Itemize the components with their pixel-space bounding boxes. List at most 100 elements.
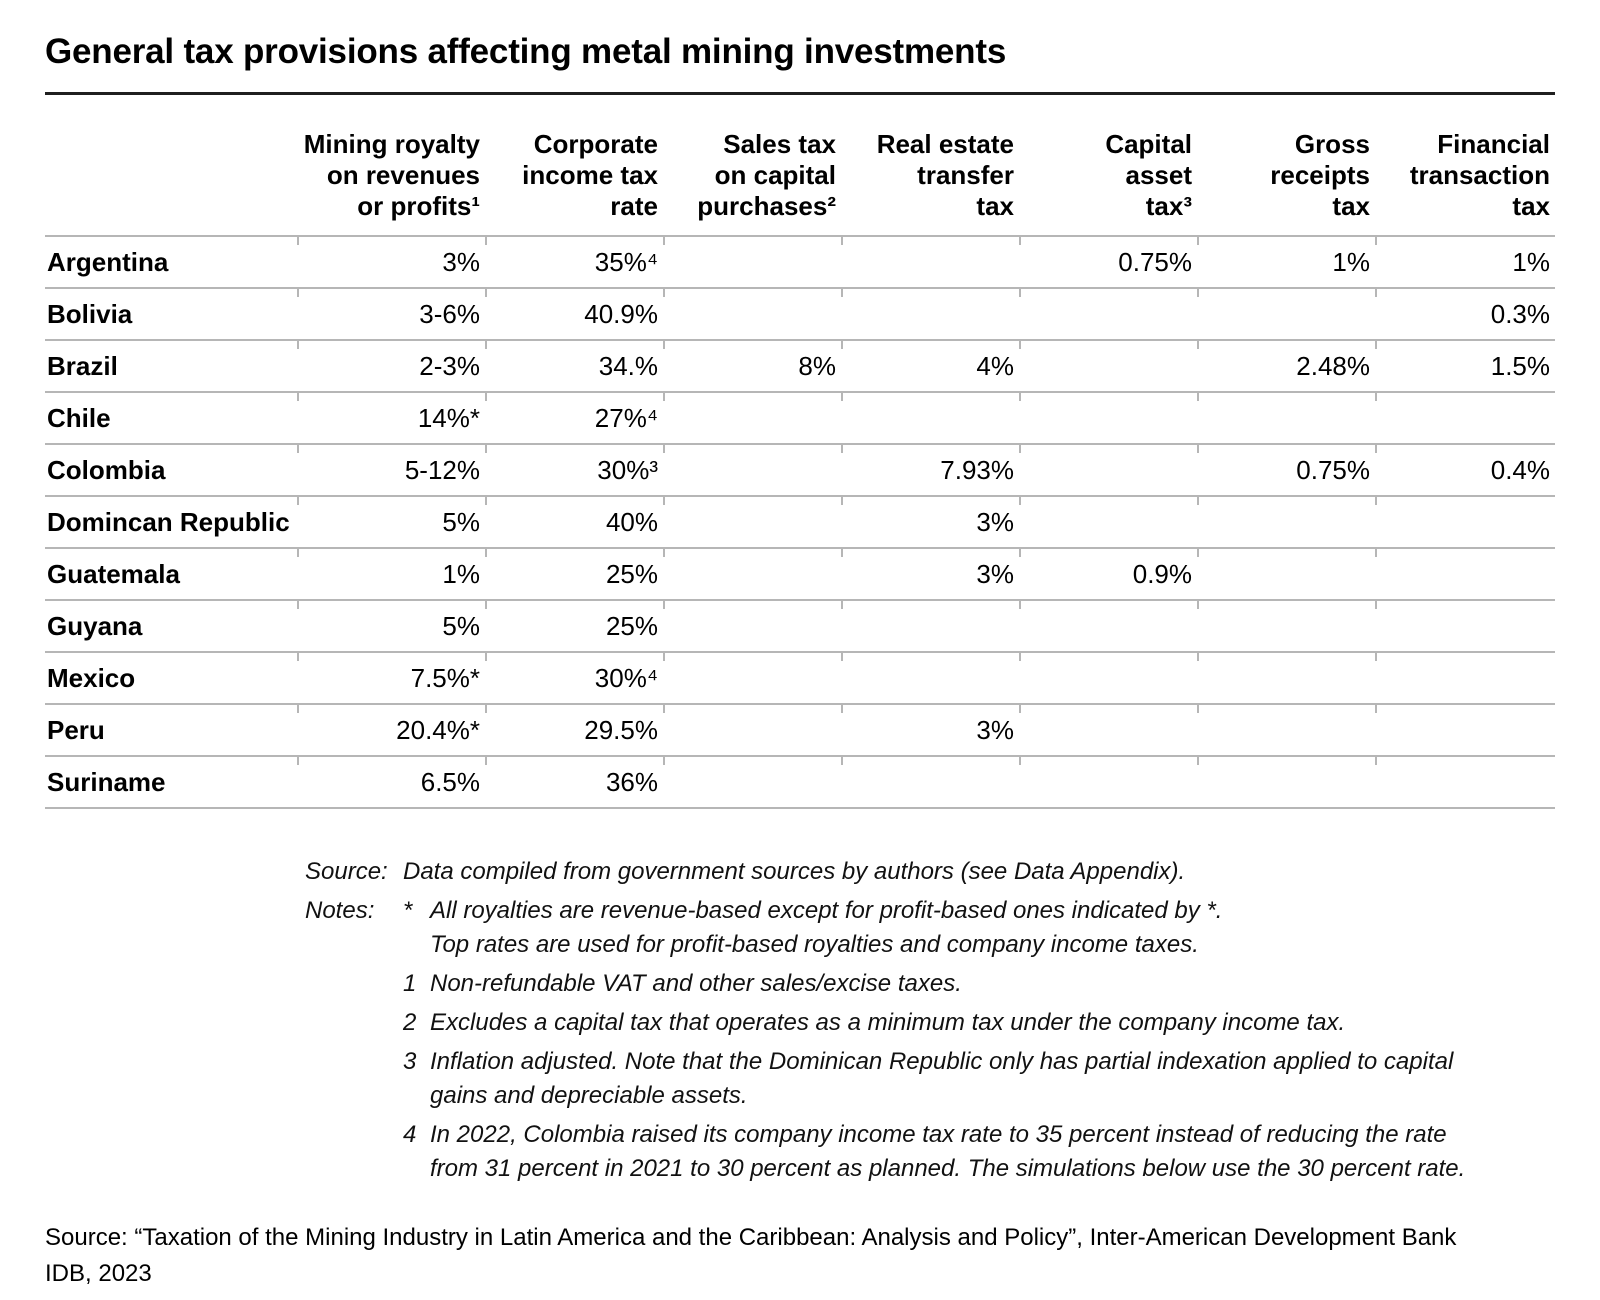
table-cell: 0.9% (1019, 548, 1197, 601)
table-row-domincan-republic: Domincan Republic 5% 40% 3% (45, 496, 1555, 549)
table-cell: 8% (663, 340, 841, 393)
table-cell: 40% (485, 496, 663, 549)
content: General tax provisions affecting metal m… (0, 32, 1600, 1292)
table-cell: 36% (485, 756, 663, 809)
footer-source: Source: “Taxation of the Mining Industry… (45, 1224, 1457, 1287)
table-cell (663, 548, 841, 601)
note-text: All royalties are revenue-based except f… (430, 897, 1223, 958)
note-row-2: 2 Excludes a capital tax that operates a… (305, 1006, 1555, 1040)
table-cell: 2.48% (1197, 340, 1375, 393)
table-cell: 30%⁴ (485, 652, 663, 705)
table-cell (841, 236, 1019, 289)
note-label-spacer (305, 1045, 403, 1113)
table-cell (1375, 704, 1555, 757)
source-row: Source: Data compiled from government so… (305, 855, 1555, 889)
table-cell: 20.4%* (297, 704, 485, 757)
table-cell: 40.9% (485, 288, 663, 341)
table-row-brazil: Brazil 2-3% 34.% 8% 4% 2.48% 1.5% (45, 340, 1555, 393)
table-cell (1375, 548, 1555, 601)
note-marker: 1 (403, 970, 417, 997)
table-cell: 29.5% (485, 704, 663, 757)
note-marker: 3 (403, 1048, 417, 1075)
table-cell (1019, 600, 1197, 653)
note-label-spacer (305, 1006, 403, 1040)
source-text: Data compiled from government sources by… (403, 858, 1186, 885)
table-row-argentina: Argentina 3% 35%⁴ 0.75% 1% 1% (45, 236, 1555, 289)
table-cell: 1% (1197, 236, 1375, 289)
note-row-asterisk: Notes: * All royalties are revenue-based… (305, 894, 1555, 962)
column-header-real-estate-transfer-tax: Real estate transfer tax (841, 95, 1019, 237)
table-cell: 5% (297, 496, 485, 549)
column-header-corporate-income-tax: Corporate income tax rate (485, 95, 663, 237)
table-cell (1375, 496, 1555, 549)
note-marker: 2 (403, 1009, 417, 1036)
title-rule (45, 92, 1555, 95)
note-row-4: 4 In 2022, Colombia raised its company i… (305, 1118, 1555, 1186)
table-cell: 35%⁴ (485, 236, 663, 289)
note-label-spacer (305, 967, 403, 1001)
table-cell (663, 444, 841, 497)
table-cell (1197, 600, 1375, 653)
table-cell (663, 704, 841, 757)
table-cell: 25% (485, 548, 663, 601)
table-cell (841, 288, 1019, 341)
table-cell: 27%⁴ (485, 392, 663, 445)
note-row-1: 1 Non-refundable VAT and other sales/exc… (305, 967, 1555, 1001)
country-cell: Brazil (45, 340, 297, 393)
country-cell: Bolivia (45, 288, 297, 341)
table-cell: 34.% (485, 340, 663, 393)
table-cell (1197, 756, 1375, 809)
table-cell (1197, 652, 1375, 705)
table-row-peru: Peru 20.4%* 29.5% 3% (45, 704, 1555, 757)
table-row-mexico: Mexico 7.5%* 30%⁴ (45, 652, 1555, 705)
column-header-sales-tax: Sales tax on capital purchases² (663, 95, 841, 237)
table-row-guatemala: Guatemala 1% 25% 3% 0.9% (45, 548, 1555, 601)
tax-provisions-table: Mining royalty on revenues or profits¹ C… (45, 95, 1555, 809)
table-cell: 5% (297, 600, 485, 653)
table-cell: 25% (485, 600, 663, 653)
note-text: Inflation adjusted. Note that the Domini… (430, 1048, 1454, 1109)
table-cell: 5-12% (297, 444, 485, 497)
table-cell (841, 392, 1019, 445)
table-row-guyana: Guyana 5% 25% (45, 600, 1555, 653)
table-cell: 1% (297, 548, 485, 601)
table-cell (1375, 652, 1555, 705)
table-cell (841, 756, 1019, 809)
note-marker: 4 (403, 1121, 417, 1148)
country-cell: Suriname (45, 756, 297, 809)
table-cell (1375, 392, 1555, 445)
table-cell (1197, 288, 1375, 341)
table-cell: 2-3% (297, 340, 485, 393)
table-cell (1019, 756, 1197, 809)
column-header-financial-transaction-tax: Financial transaction tax (1375, 95, 1555, 237)
table-cell (1197, 704, 1375, 757)
header-row: Mining royalty on revenues or profits¹ C… (45, 95, 1555, 237)
note-text: Non-refundable VAT and other sales/excis… (430, 970, 962, 997)
column-header-capital-asset-tax: Capital asset tax³ (1019, 95, 1197, 237)
table-cell: 1.5% (1375, 340, 1555, 393)
table-cell (1019, 288, 1197, 341)
table-cell (1375, 756, 1555, 809)
notes-label: Notes: (305, 897, 375, 924)
country-cell: Peru (45, 704, 297, 757)
table-cell: 14%* (297, 392, 485, 445)
note-text: Excludes a capital tax that operates as … (430, 1009, 1346, 1036)
country-cell: Colombia (45, 444, 297, 497)
table-cell: 30%³ (485, 444, 663, 497)
table-row-chile: Chile 14%* 27%⁴ (45, 392, 1555, 445)
table-cell (1197, 548, 1375, 601)
table-cell: 0.75% (1197, 444, 1375, 497)
notes-section: Source: Data compiled from government so… (305, 855, 1555, 1186)
table-cell: 0.75% (1019, 236, 1197, 289)
page-title: General tax provisions affecting metal m… (45, 32, 1007, 71)
table-cell: 0.4% (1375, 444, 1555, 497)
note-row-3: 3 Inflation adjusted. Note that the Domi… (305, 1045, 1555, 1113)
table-cell (1375, 600, 1555, 653)
table-cell (1019, 704, 1197, 757)
column-header-mining-royalty: Mining royalty on revenues or profits¹ (297, 95, 485, 237)
column-header-country (45, 95, 297, 237)
table-row-bolivia: Bolivia 3-6% 40.9% 0.3% (45, 288, 1555, 341)
table-cell: 3-6% (297, 288, 485, 341)
table-cell: 7.93% (841, 444, 1019, 497)
